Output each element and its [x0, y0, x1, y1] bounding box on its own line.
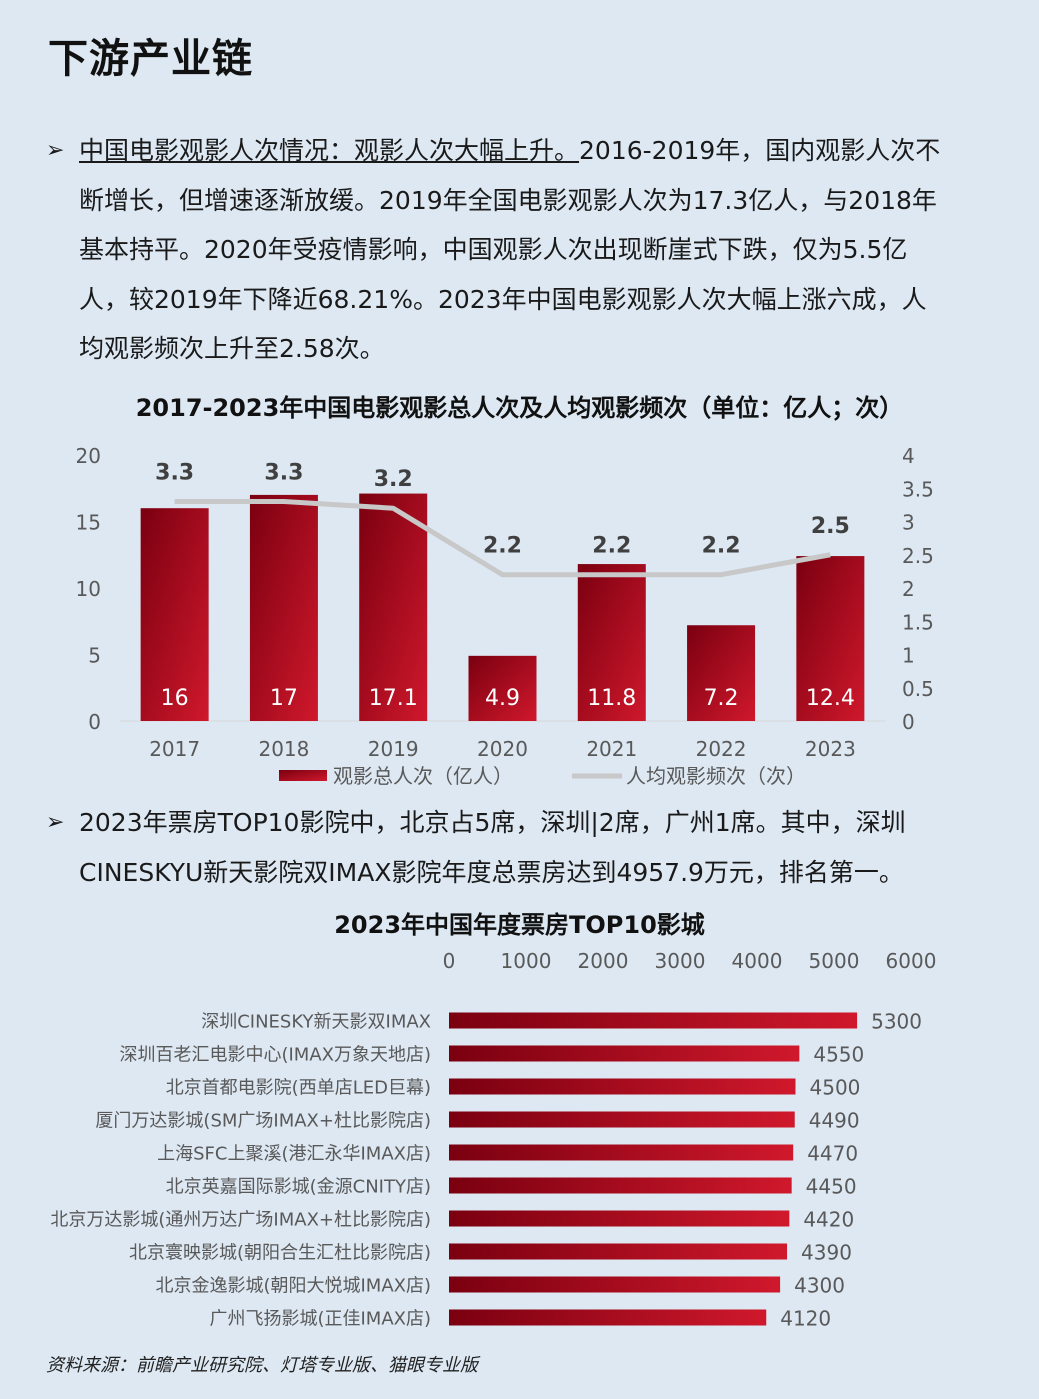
bar-value-label: 4390 — [801, 1241, 852, 1265]
category-label: 北京寰映影城(朝阳合生汇杜比影院店) — [129, 1243, 431, 1264]
line-value-label: 2.5 — [811, 514, 850, 539]
x-tick-label: 2021 — [586, 737, 637, 761]
y-tick-label: 0 — [88, 710, 101, 734]
bar-value-label: 4450 — [806, 1175, 857, 1199]
bar-value-label: 17.1 — [369, 686, 418, 711]
category-label: 北京金逸影城(朝阳大悦城IMAX店) — [155, 1276, 431, 1297]
bar-2020 — [468, 655, 537, 721]
line-value-label: 3.2 — [374, 467, 413, 492]
category-label: 厦门万达影城(SM广场IMAX+杜比影院店) — [95, 1111, 431, 1132]
section1-lead: 中国电影观影人次情况：观影人次大幅上升。 — [79, 136, 580, 165]
legend-bar-label: 观影总人次（亿人） — [333, 764, 513, 788]
bar-6 — [449, 1177, 792, 1194]
bar-7 — [449, 1210, 790, 1227]
bar-value-label: 4500 — [810, 1076, 861, 1100]
line-value-label: 3.3 — [264, 461, 303, 486]
category-label: 北京首都电影院(西单店LED巨幕) — [166, 1078, 431, 1099]
y2-tick-label: 2.5 — [902, 544, 934, 568]
chart2-title: 2023年中国年度票房TOP10影城 — [334, 911, 705, 939]
line-series — [174, 499, 831, 578]
bar-value-label: 11.8 — [587, 686, 636, 711]
category-label: 深圳百老汇电影中心(IMAX万象天地店) — [119, 1045, 431, 1066]
line-value-label: 3.3 — [155, 461, 194, 486]
y2-tick-label: 0 — [902, 710, 915, 734]
x-tick-label: 2018 — [258, 737, 309, 761]
bar-4 — [449, 1111, 795, 1128]
bar-value-label: 16 — [161, 686, 189, 711]
bar-2019 — [359, 493, 428, 721]
bar-2017 — [140, 508, 209, 721]
x-tick-label: 0 — [443, 949, 456, 973]
bar-value-label: 4120 — [780, 1307, 831, 1331]
x-tick-label: 2019 — [368, 737, 419, 761]
x-tick-label: 2020 — [477, 737, 528, 761]
x-tick-label: 2000 — [578, 949, 629, 973]
bar-2 — [449, 1045, 800, 1062]
section2-paragraph: ➢ 2023年票房TOP10影院中，北京占5席，深圳|2席，广州1席。其中，深圳… — [46, 798, 946, 897]
bar-value-label: 4470 — [807, 1142, 858, 1166]
bar-value-label: 4300 — [794, 1274, 845, 1298]
category-label: 北京万达影城(通州万达广场IMAX+杜比影院店) — [50, 1210, 431, 1231]
category-label: 广州飞扬影城(正佳IMAX店) — [209, 1309, 431, 1330]
x-tick-label: 2023 — [805, 737, 856, 761]
bar-1 — [449, 1012, 858, 1029]
y-tick-label: 5 — [88, 644, 101, 668]
y-tick-label: 10 — [76, 577, 101, 601]
bar-2021 — [577, 564, 646, 721]
x-tick-label: 5000 — [809, 949, 860, 973]
y2-tick-label: 3.5 — [902, 477, 934, 501]
section2-body: 2023年票房TOP10影院中，北京占5席，深圳|2席，广州1席。其中，深圳CI… — [79, 808, 906, 887]
bar-8 — [449, 1243, 788, 1260]
x-tick-label: 4000 — [732, 949, 783, 973]
y2-tick-label: 0.5 — [902, 677, 934, 701]
bar-2018 — [249, 494, 318, 721]
line-value-label: 2.2 — [702, 534, 741, 559]
chart1-combo-bar-line: 0 5 10 15 20 0 0.5 1 1.5 2 2.5 3 3.5 4 16 2017 17 2018 17.… — [76, 444, 934, 788]
x-tick-label: 3000 — [655, 949, 706, 973]
section1-body: 2016-2019年，国内观影人次不断增长，但增速逐渐放缓。2019年全国电影观… — [79, 136, 941, 363]
chart1-title: 2017-2023年中国电影观影总人次及人均观影频次（单位：亿人；次） — [135, 394, 904, 422]
bar-3 — [449, 1078, 796, 1095]
source-note: 资料来源：前瞻产业研究院、灯塔专业版、猫眼专业版 — [46, 1355, 478, 1376]
page-title: 下游产业链 — [48, 35, 253, 82]
bar-value-label: 4420 — [803, 1208, 854, 1232]
legend-line-label: 人均观影频次（次） — [626, 764, 806, 788]
bar-2022 — [687, 625, 756, 721]
x-tick-label: 2022 — [696, 737, 747, 761]
section1-paragraph: ➢ 中国电影观影人次情况：观影人次大幅上升。2016-2019年，国内观影人次不… — [46, 126, 946, 374]
y2-tick-label: 1 — [902, 644, 915, 668]
y2-tick-label: 2 — [902, 577, 915, 601]
line-value-label: 2.2 — [592, 534, 631, 559]
x-tick-label: 1000 — [501, 949, 552, 973]
bar-10 — [449, 1309, 767, 1326]
bar-value-label: 5300 — [871, 1010, 922, 1034]
bar-value-label: 12.4 — [806, 686, 855, 711]
bar-9 — [449, 1276, 781, 1293]
bar-value-label: 4.9 — [485, 686, 520, 711]
y2-tick-label: 3 — [902, 511, 915, 535]
x-tick-label: 6000 — [886, 949, 937, 973]
y2-tick-label: 1.5 — [902, 610, 934, 634]
bar-value-label: 4490 — [809, 1109, 860, 1133]
category-label: 北京英嘉国际影城(金源CNITY店) — [166, 1177, 431, 1198]
bullet-arrow-icon: ➢ — [46, 810, 65, 835]
x-tick-label: 2017 — [149, 737, 200, 761]
bar-value-label: 4550 — [813, 1043, 864, 1067]
bar-value-label: 17 — [270, 686, 298, 711]
y2-tick-label: 4 — [902, 444, 915, 468]
bar-2023 — [796, 556, 865, 721]
bullet-arrow-icon: ➢ — [46, 138, 65, 163]
bar-5 — [449, 1144, 794, 1161]
legend-bar-swatch — [279, 770, 327, 781]
bar-value-label: 7.2 — [704, 686, 739, 711]
category-label: 深圳CINESKY新天影双IMAX — [201, 1012, 431, 1033]
category-label: 上海SFC上聚溪(港汇永华IMAX店) — [157, 1144, 431, 1165]
y-tick-label: 15 — [76, 511, 101, 535]
chart2-horizontal-bar: 0 1000 2000 3000 4000 5000 6000 深圳CINESKY新天影双IM… — [50, 949, 937, 1331]
line-value-label: 2.2 — [483, 534, 522, 559]
y-tick-label: 20 — [76, 444, 101, 468]
